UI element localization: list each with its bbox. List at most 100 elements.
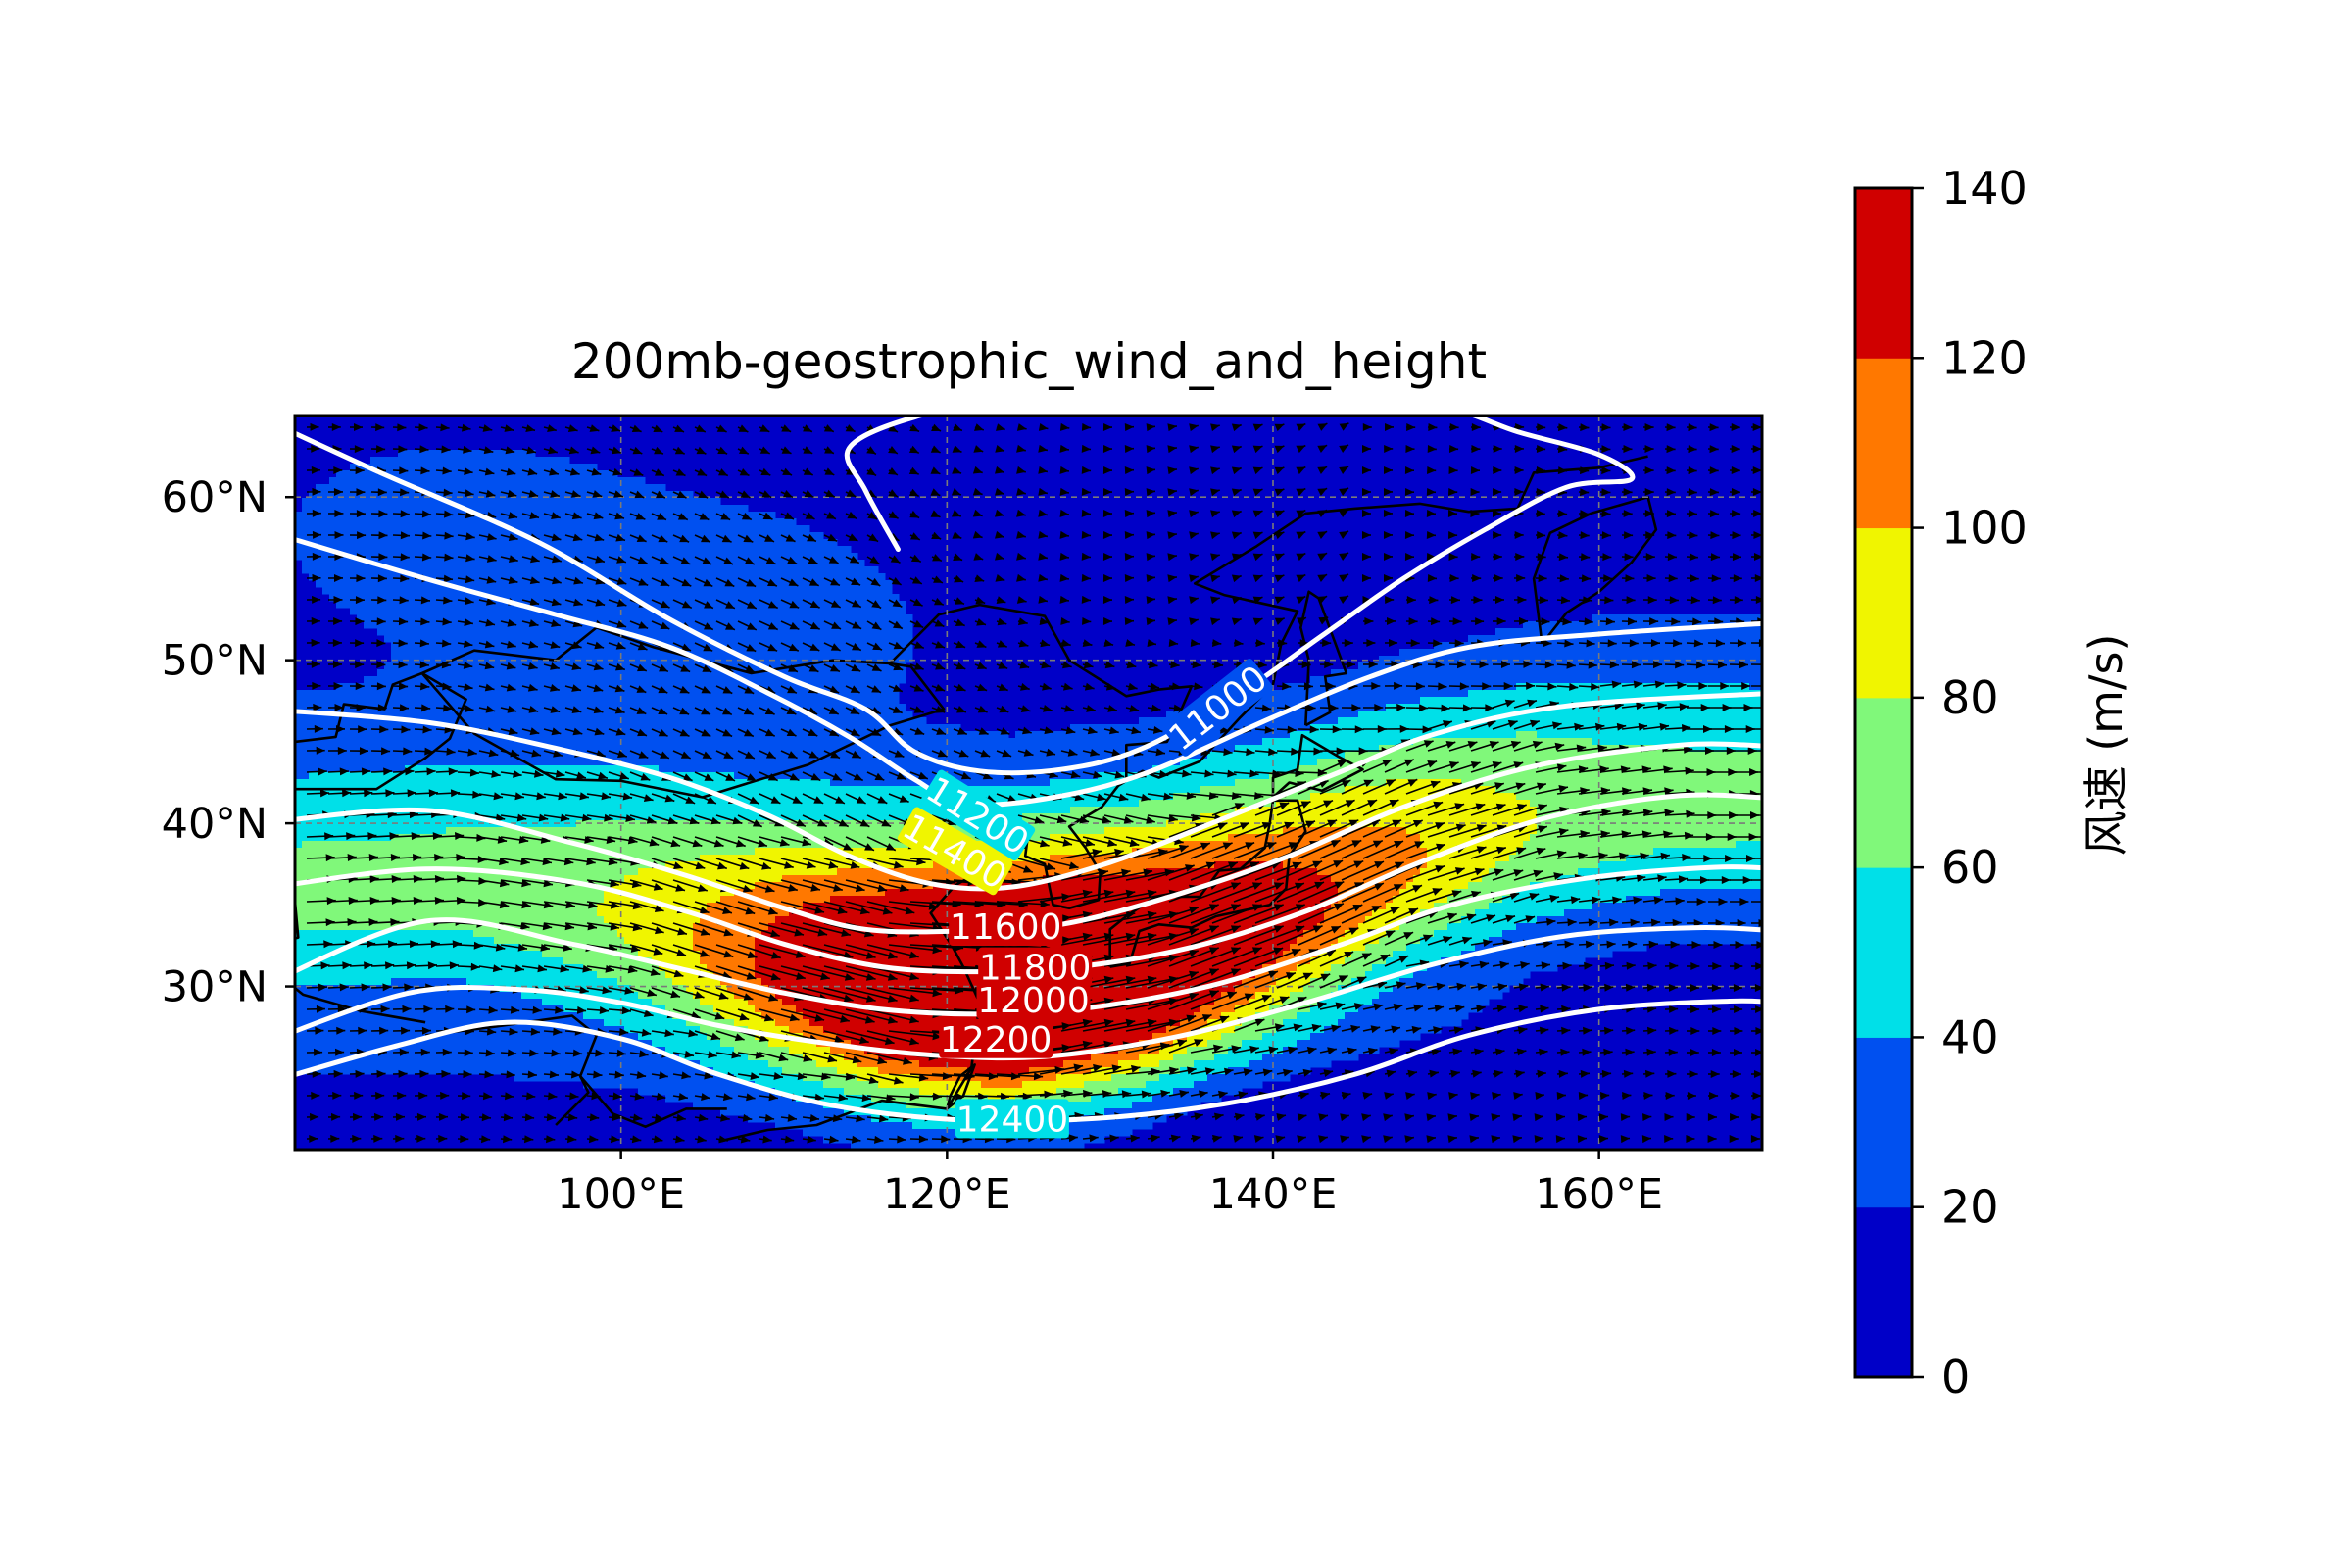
wind-arrow	[1177, 1039, 1187, 1048]
wind-arrow	[1344, 952, 1354, 959]
wind-arrow	[1745, 725, 1755, 733]
contour-label-text: 12000	[977, 981, 1090, 1021]
wind-arrow	[807, 534, 816, 542]
wind-arrow	[1754, 984, 1762, 992]
wind-arrow	[481, 1135, 491, 1144]
wind-arrow	[520, 922, 530, 930]
wind-arrow	[918, 1073, 929, 1082]
wind-arrow	[845, 987, 898, 1002]
wind-arrow	[704, 601, 713, 609]
wind-arrow	[973, 553, 984, 561]
wind-arrow	[593, 662, 604, 671]
wind-arrow	[1389, 1048, 1398, 1055]
wind-arrow	[1374, 883, 1384, 891]
wind-arrow	[1190, 639, 1200, 647]
wind-arrow	[841, 929, 851, 937]
wind-arrow	[1062, 838, 1072, 847]
wind-arrow	[1038, 444, 1048, 453]
wind-arrow	[1555, 1113, 1565, 1122]
wind-arrow	[1709, 510, 1720, 518]
wind-arrow	[739, 446, 749, 455]
wind-arrow	[1390, 906, 1400, 914]
wind-arrow	[1709, 423, 1719, 432]
wind-arrow	[835, 796, 845, 804]
wind-arrow	[912, 598, 923, 607]
wind-arrow	[1089, 1134, 1099, 1143]
wind-arrow	[1299, 639, 1309, 647]
wind-arrow	[932, 554, 942, 562]
wind-arrow	[708, 1051, 717, 1059]
wind-arrow	[1537, 1069, 1546, 1078]
wind-arrow	[1486, 719, 1496, 728]
wind-arrow	[1657, 874, 1667, 883]
wind-arrow	[465, 489, 474, 498]
wind-arrow	[1583, 983, 1592, 992]
wind-arrow	[1147, 932, 1157, 941]
wind-arrow	[1090, 749, 1100, 757]
wind-arrow	[1601, 510, 1611, 518]
wind-arrow	[1493, 531, 1502, 539]
wind-arrow	[402, 1004, 412, 1013]
wind-arrow	[953, 423, 962, 431]
wind-arrow	[808, 664, 819, 672]
wind-arrow	[355, 661, 365, 669]
wind-arrow	[594, 533, 605, 542]
wind-arrow	[1318, 616, 1329, 625]
wind-arrow	[1567, 918, 1577, 927]
wind-arrow	[368, 832, 377, 841]
wind-arrow	[1230, 947, 1241, 955]
wind-arrow	[1124, 531, 1134, 539]
wind-arrow	[560, 813, 570, 822]
wind-arrow	[1374, 861, 1384, 869]
wind-arrow	[527, 1070, 537, 1079]
wind-arrow	[355, 466, 365, 475]
wind-arrow	[1212, 639, 1222, 647]
wind-arrow	[374, 1112, 384, 1121]
wind-arrow	[457, 874, 466, 883]
wind-arrow	[1384, 488, 1393, 496]
wind-arrow	[612, 446, 621, 455]
wind-arrow	[1020, 705, 1031, 712]
wind-arrow	[1459, 682, 1469, 691]
wind-arrow	[764, 1113, 775, 1122]
wind-arrow	[403, 747, 413, 756]
wind-arrow	[1690, 1027, 1700, 1035]
wind-arrow	[385, 789, 395, 798]
wind-arrow	[355, 639, 365, 648]
wind-arrow	[1231, 445, 1242, 454]
wind-arrow	[1189, 531, 1199, 540]
wind-arrow	[1296, 488, 1306, 497]
wind-arrow	[1125, 977, 1179, 989]
wind-arrow	[698, 490, 709, 498]
wind-arrow	[1246, 748, 1255, 757]
wind-arrow	[1231, 574, 1242, 583]
wind-arrow	[1537, 553, 1546, 562]
wind-arrow	[852, 600, 861, 608]
wind-arrow	[1454, 639, 1464, 648]
wind-arrow	[892, 706, 903, 713]
wind-arrow	[1082, 1020, 1136, 1032]
wind-arrow	[495, 943, 506, 952]
wind-arrow	[540, 836, 551, 844]
wind-arrow	[1363, 779, 1374, 788]
wind-arrow	[1494, 1069, 1503, 1078]
wind-arrow	[718, 992, 729, 1000]
wind-arrow	[803, 467, 813, 475]
wind-arrow	[1772, 790, 1781, 798]
wind-arrow	[631, 880, 642, 889]
wind-arrow	[784, 861, 794, 869]
wind-arrow	[830, 578, 840, 586]
wind-arrow	[1560, 596, 1570, 605]
wind-arrow	[446, 747, 456, 756]
wind-arrow	[976, 618, 986, 626]
wind-arrow	[704, 773, 714, 781]
wind-arrow	[658, 728, 668, 737]
wind-arrow	[508, 727, 518, 735]
wind-arrow	[582, 964, 592, 973]
wind-arrow	[509, 555, 518, 563]
wind-arrow	[1160, 1089, 1170, 1098]
wind-arrow	[1252, 574, 1263, 583]
wind-arrow	[1675, 661, 1685, 669]
wind-arrow	[1230, 968, 1241, 976]
wind-arrow	[1335, 1002, 1346, 1010]
